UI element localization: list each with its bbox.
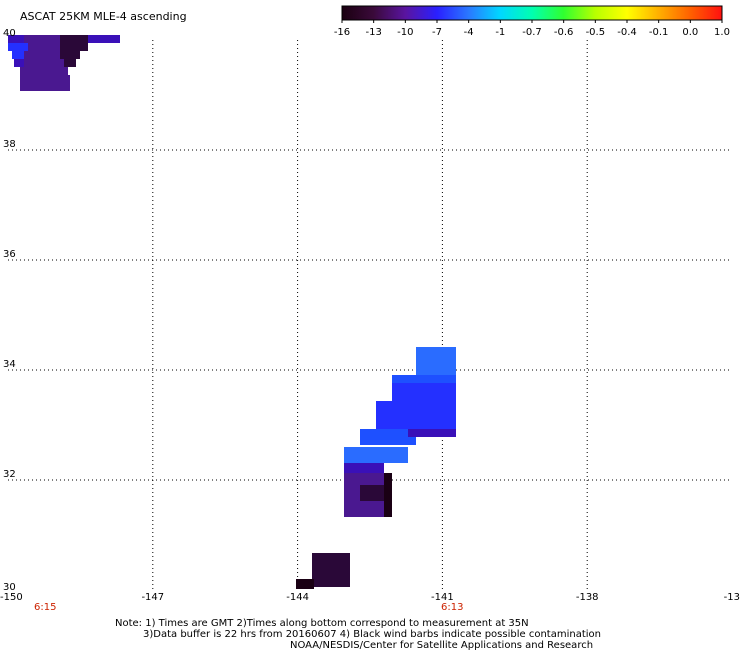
note-line-1: Note: 1) Times are GMT 2)Times along bot… bbox=[115, 618, 529, 629]
wind-cell bbox=[60, 51, 80, 59]
wind-swath bbox=[8, 35, 456, 589]
note-line-2: 3)Data buffer is 22 hrs from 20160607 4)… bbox=[143, 629, 601, 640]
wind-cell bbox=[392, 383, 456, 403]
colorbar-label: 0.0 bbox=[682, 27, 698, 38]
wind-cell bbox=[344, 473, 384, 485]
lat-tick-label: 38 bbox=[3, 139, 16, 150]
colorbar-label: -10 bbox=[397, 27, 413, 38]
colorbar-label: -0.5 bbox=[586, 27, 606, 38]
lon-tick-label: -13 bbox=[724, 592, 740, 603]
wind-cell bbox=[376, 401, 456, 413]
wind-cell bbox=[416, 347, 456, 375]
wind-cell bbox=[344, 463, 384, 473]
colorbar-label: -7 bbox=[432, 27, 442, 38]
wind-cell bbox=[360, 429, 416, 445]
wind-cell bbox=[14, 59, 24, 67]
wind-cell bbox=[392, 375, 456, 383]
lat-tick-label: 32 bbox=[3, 469, 16, 480]
lat-tick-label: 34 bbox=[3, 359, 16, 370]
wind-cell bbox=[24, 51, 60, 59]
wind-cell bbox=[24, 59, 64, 67]
colorbar-label: -1 bbox=[495, 27, 505, 38]
wind-cell bbox=[12, 51, 24, 59]
colorbar-label: -0.4 bbox=[617, 27, 637, 38]
wind-cell bbox=[384, 473, 392, 517]
wind-cell bbox=[20, 75, 70, 83]
colorbar: -16 -13 -10 -7 -4 -1 -0.7 -0.6 -0.5 -0.4 -0.1 0.0 1.… bbox=[334, 5, 730, 38]
colorbar-gradient bbox=[341, 5, 723, 21]
wind-cell bbox=[344, 447, 408, 463]
colorbar-label: -13 bbox=[365, 27, 381, 38]
colorbar-label: -0.1 bbox=[649, 27, 669, 38]
lat-lon-grid bbox=[8, 40, 732, 590]
longitude-axis: -150 -147 -144 -141 -138 -13 bbox=[0, 592, 740, 603]
wind-cell bbox=[60, 43, 88, 51]
wind-cell bbox=[312, 553, 350, 569]
wind-cell bbox=[296, 579, 314, 589]
wind-cell bbox=[16, 43, 28, 51]
lon-tick-label: -144 bbox=[286, 592, 309, 603]
wind-cell bbox=[24, 35, 60, 43]
time-right-label: 6:13 bbox=[441, 602, 463, 613]
wind-cell bbox=[64, 59, 76, 67]
lat-tick-label: 40 bbox=[3, 28, 16, 39]
colorbar-label: -4 bbox=[464, 27, 474, 38]
wind-cell bbox=[20, 67, 68, 75]
wind-cell bbox=[20, 83, 70, 91]
wind-cell bbox=[28, 43, 60, 51]
lon-tick-label: -141 bbox=[431, 592, 454, 603]
lon-tick-label: -147 bbox=[141, 592, 164, 603]
wind-cell bbox=[360, 485, 384, 501]
wind-cell bbox=[408, 429, 456, 437]
lon-tick-label: -138 bbox=[576, 592, 599, 603]
wind-cell bbox=[312, 569, 350, 587]
colorbar-label: -0.7 bbox=[522, 27, 542, 38]
colorbar-label: 1.0 bbox=[714, 27, 730, 38]
lat-tick-label: 30 bbox=[3, 582, 16, 593]
wind-cell bbox=[60, 35, 88, 43]
time-left-label: 6:15 bbox=[34, 602, 56, 613]
colorbar-label: -16 bbox=[334, 27, 350, 38]
wind-cell bbox=[8, 43, 16, 51]
map-title: ASCAT 25KM MLE-4 ascending bbox=[20, 10, 187, 23]
note-line-3: NOAA/NESDIS/Center for Satellite Applica… bbox=[290, 640, 593, 650]
colorbar-label: -0.6 bbox=[554, 27, 574, 38]
lon-tick-label: -150 bbox=[0, 592, 23, 603]
lat-tick-label: 36 bbox=[3, 249, 16, 260]
latitude-axis: 40 38 36 34 32 30 bbox=[3, 28, 16, 593]
wind-cell bbox=[376, 413, 456, 429]
